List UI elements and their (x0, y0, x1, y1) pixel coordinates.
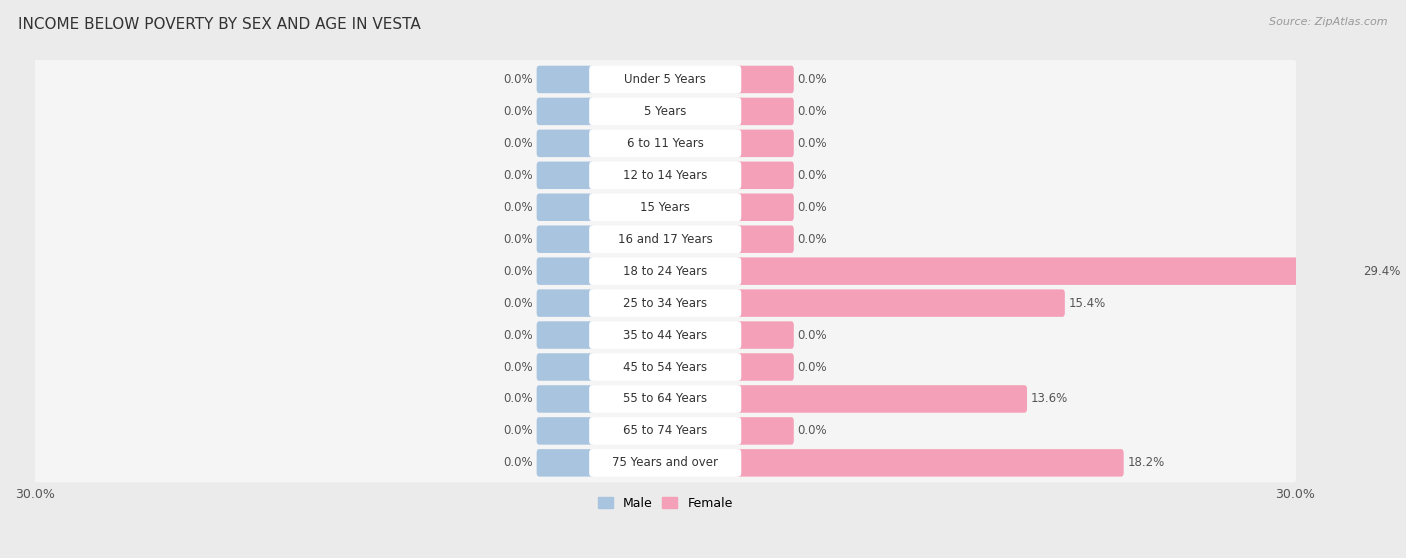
Text: 0.0%: 0.0% (797, 137, 827, 150)
FancyBboxPatch shape (737, 66, 794, 93)
Text: 35 to 44 Years: 35 to 44 Years (623, 329, 707, 341)
FancyBboxPatch shape (737, 449, 1123, 477)
FancyBboxPatch shape (737, 385, 1026, 413)
Text: 0.0%: 0.0% (503, 392, 533, 406)
FancyBboxPatch shape (537, 449, 595, 477)
Text: 0.0%: 0.0% (503, 169, 533, 182)
FancyBboxPatch shape (537, 98, 595, 125)
Text: 0.0%: 0.0% (503, 73, 533, 86)
FancyBboxPatch shape (34, 316, 1296, 354)
Text: Under 5 Years: Under 5 Years (624, 73, 706, 86)
FancyBboxPatch shape (589, 417, 741, 445)
Text: 13.6%: 13.6% (1031, 392, 1069, 406)
FancyBboxPatch shape (737, 353, 794, 381)
FancyBboxPatch shape (34, 283, 1296, 323)
Text: 0.0%: 0.0% (797, 169, 827, 182)
Text: 15.4%: 15.4% (1069, 297, 1107, 310)
FancyBboxPatch shape (537, 385, 595, 413)
FancyBboxPatch shape (34, 124, 1296, 163)
FancyBboxPatch shape (737, 225, 794, 253)
FancyBboxPatch shape (737, 290, 1064, 317)
FancyBboxPatch shape (537, 194, 595, 221)
FancyBboxPatch shape (537, 66, 595, 93)
FancyBboxPatch shape (589, 98, 741, 125)
Text: 0.0%: 0.0% (503, 456, 533, 469)
Text: 18 to 24 Years: 18 to 24 Years (623, 264, 707, 278)
Text: 0.0%: 0.0% (797, 201, 827, 214)
Text: 55 to 64 Years: 55 to 64 Years (623, 392, 707, 406)
Text: 25 to 34 Years: 25 to 34 Years (623, 297, 707, 310)
FancyBboxPatch shape (537, 353, 595, 381)
Text: 0.0%: 0.0% (797, 233, 827, 246)
FancyBboxPatch shape (589, 321, 741, 349)
FancyBboxPatch shape (589, 353, 741, 381)
FancyBboxPatch shape (737, 321, 794, 349)
FancyBboxPatch shape (589, 449, 741, 477)
Text: 15 Years: 15 Years (640, 201, 690, 214)
Text: 0.0%: 0.0% (503, 233, 533, 246)
Text: 6 to 11 Years: 6 to 11 Years (627, 137, 703, 150)
FancyBboxPatch shape (589, 225, 741, 253)
Text: 65 to 74 Years: 65 to 74 Years (623, 425, 707, 437)
Text: 0.0%: 0.0% (503, 360, 533, 373)
FancyBboxPatch shape (34, 252, 1296, 291)
FancyBboxPatch shape (737, 257, 1360, 285)
FancyBboxPatch shape (737, 129, 794, 157)
Text: 0.0%: 0.0% (503, 137, 533, 150)
Text: 75 Years and over: 75 Years and over (612, 456, 718, 469)
Text: 0.0%: 0.0% (797, 360, 827, 373)
FancyBboxPatch shape (34, 156, 1296, 195)
Text: 5 Years: 5 Years (644, 105, 686, 118)
Text: 12 to 14 Years: 12 to 14 Years (623, 169, 707, 182)
FancyBboxPatch shape (34, 187, 1296, 227)
Text: INCOME BELOW POVERTY BY SEX AND AGE IN VESTA: INCOME BELOW POVERTY BY SEX AND AGE IN V… (18, 17, 420, 32)
Text: 0.0%: 0.0% (797, 105, 827, 118)
FancyBboxPatch shape (34, 444, 1296, 482)
FancyBboxPatch shape (34, 411, 1296, 450)
Legend: Male, Female: Male, Female (593, 492, 738, 514)
FancyBboxPatch shape (34, 92, 1296, 131)
FancyBboxPatch shape (589, 385, 741, 413)
FancyBboxPatch shape (537, 225, 595, 253)
Text: 18.2%: 18.2% (1128, 456, 1164, 469)
FancyBboxPatch shape (589, 129, 741, 157)
FancyBboxPatch shape (589, 290, 741, 317)
FancyBboxPatch shape (589, 66, 741, 93)
FancyBboxPatch shape (34, 220, 1296, 259)
FancyBboxPatch shape (537, 290, 595, 317)
Text: 0.0%: 0.0% (797, 73, 827, 86)
FancyBboxPatch shape (737, 417, 794, 445)
FancyBboxPatch shape (537, 417, 595, 445)
FancyBboxPatch shape (34, 379, 1296, 418)
FancyBboxPatch shape (589, 162, 741, 189)
FancyBboxPatch shape (537, 257, 595, 285)
Text: 0.0%: 0.0% (797, 425, 827, 437)
Text: 29.4%: 29.4% (1362, 264, 1400, 278)
Text: 0.0%: 0.0% (797, 329, 827, 341)
Text: 45 to 54 Years: 45 to 54 Years (623, 360, 707, 373)
Text: 0.0%: 0.0% (503, 105, 533, 118)
Text: 0.0%: 0.0% (503, 264, 533, 278)
FancyBboxPatch shape (737, 98, 794, 125)
Text: 0.0%: 0.0% (503, 297, 533, 310)
FancyBboxPatch shape (589, 194, 741, 221)
FancyBboxPatch shape (589, 257, 741, 285)
Text: Source: ZipAtlas.com: Source: ZipAtlas.com (1270, 17, 1388, 27)
Text: 16 and 17 Years: 16 and 17 Years (617, 233, 713, 246)
Text: 0.0%: 0.0% (503, 329, 533, 341)
FancyBboxPatch shape (737, 162, 794, 189)
FancyBboxPatch shape (537, 129, 595, 157)
FancyBboxPatch shape (34, 60, 1296, 99)
FancyBboxPatch shape (34, 348, 1296, 387)
Text: 0.0%: 0.0% (503, 425, 533, 437)
FancyBboxPatch shape (537, 162, 595, 189)
FancyBboxPatch shape (537, 321, 595, 349)
FancyBboxPatch shape (737, 194, 794, 221)
Text: 0.0%: 0.0% (503, 201, 533, 214)
